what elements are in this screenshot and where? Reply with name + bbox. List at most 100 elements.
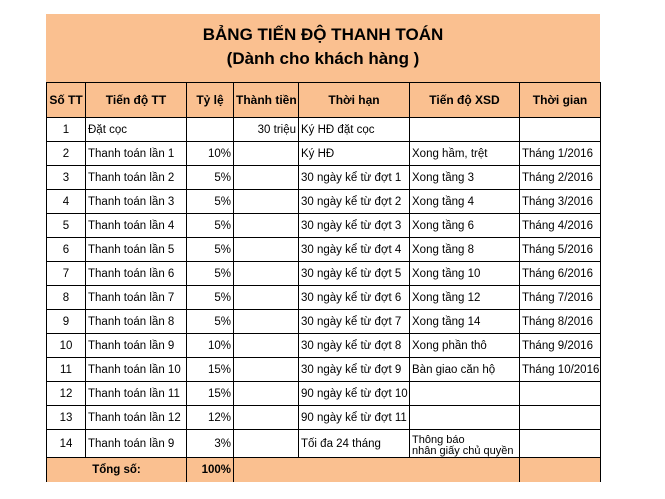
table-row: 6 Thanh toán lần 5 5% 30 ngày kể từ đợt 4 Xo… [46, 237, 601, 262]
table-cell: Ký HĐ đặt cọc [298, 117, 410, 142]
table-cell [409, 381, 520, 406]
table-cell: 11 [46, 357, 86, 382]
table-row: 11 Thanh toán lần 10 15% 30 ngày kể từ đợt … [46, 357, 601, 382]
column-header: Thành tiền [233, 82, 299, 118]
table-cell [519, 457, 601, 482]
column-header: Số TT [46, 82, 86, 118]
table-cell: 30 ngày kể từ đợt 8 [298, 333, 410, 358]
table-cell: 5% [186, 285, 234, 310]
table-cell: 30 ngày kể từ đợt 9 [298, 357, 410, 382]
table-cell: Ký HĐ [298, 141, 410, 166]
table-cell: 30 ngày kể từ đợt 6 [298, 285, 410, 310]
table-cell [233, 429, 299, 458]
table-cell: Thanh toán lần 10 [85, 357, 187, 382]
table-cell [233, 381, 299, 406]
table-cell: Tháng 5/2016 [519, 237, 601, 262]
table-cell: 13 [46, 405, 86, 430]
table-cell: 10% [186, 333, 234, 358]
table-cell: Thanh toán lần 7 [85, 285, 187, 310]
table-cell [233, 309, 299, 334]
table-cell: 5% [186, 309, 234, 334]
table-cell: 8 [46, 285, 86, 310]
table-cell [233, 457, 520, 482]
table-cell: Xong tầng 4 [409, 189, 520, 214]
table-cell [409, 405, 520, 430]
table-cell: 12 [46, 381, 86, 406]
table-cell [233, 333, 299, 358]
table-cell: 14 [46, 429, 86, 458]
table-cell [186, 117, 234, 142]
table-cell: 4 [46, 189, 86, 214]
table-cell: Xong phần thô [409, 333, 520, 358]
table-cell: Tối đa 24 tháng [298, 429, 410, 458]
table-title: BẢNG TIẾN ĐỘ THANH TOÁN (Dành cho khách … [46, 14, 600, 82]
table-cell [519, 405, 601, 430]
column-header: Thời hạn [298, 82, 410, 118]
table-cell [233, 285, 299, 310]
table-row: 4 Thanh toán lần 3 5% 30 ngày kể từ đợt 2 Xo… [46, 189, 601, 214]
table-cell: 10 [46, 333, 86, 358]
table-cell: 12% [186, 405, 234, 430]
table-cell [409, 117, 520, 142]
table-cell [233, 357, 299, 382]
table-cell: 2 [46, 141, 86, 166]
total-row: Tổng số: 100% [46, 457, 601, 482]
table-cell: Tháng 4/2016 [519, 213, 601, 238]
table-row: 2 Thanh toán lần 1 10% Ký HĐ Xong hầm, trệt T… [46, 141, 601, 166]
table-cell: 90 ngày kể từ đợt 11 [298, 405, 410, 430]
table-cell: Tháng 1/2016 [519, 141, 601, 166]
table-cell: 30 ngày kể từ đợt 3 [298, 213, 410, 238]
table-row: 14 Thanh toán lần 9 3% Tối đa 24 tháng Thông… [46, 429, 601, 458]
table-cell: Xong tầng 12 [409, 285, 520, 310]
table-row: 8 Thanh toán lần 7 5% 30 ngày kể từ đợt 6 Xo… [46, 285, 601, 310]
table-cell: Tháng 9/2016 [519, 333, 601, 358]
table-cell: 10% [186, 141, 234, 166]
table-cell [233, 141, 299, 166]
table-row: 9 Thanh toán lần 8 5% 30 ngày kể từ đợt 7 Xo… [46, 309, 601, 334]
table-cell [233, 237, 299, 262]
table-cell: 3 [46, 165, 86, 190]
total-label: Tổng số: [46, 457, 187, 482]
table-cell: Thanh toán lần 3 [85, 189, 187, 214]
table-row: 10 Thanh toán lần 9 10% 30 ngày kể từ đợt 8… [46, 333, 601, 358]
table-cell [233, 165, 299, 190]
table-cell: 90 ngày kể từ đợt 10 [298, 381, 410, 406]
table-cell: Xong tầng 10 [409, 261, 520, 286]
table-cell: Thanh toán lần 1 [85, 141, 187, 166]
table-row: 5 Thanh toán lần 4 5% 30 ngày kể từ đợt 3 Xo… [46, 213, 601, 238]
table-row: 1 Đặt cọc 30 triệu Ký HĐ đặt cọc [46, 117, 601, 142]
total-value: 100% [186, 457, 234, 482]
table-cell: 5% [186, 237, 234, 262]
table-cell: Xong tầng 6 [409, 213, 520, 238]
table-cell: Tháng 7/2016 [519, 285, 601, 310]
table-cell: 30 ngày kể từ đợt 2 [298, 189, 410, 214]
table-cell: Xong tầng 3 [409, 165, 520, 190]
table-cell [233, 405, 299, 430]
table-cell: 30 ngày kể từ đợt 1 [298, 165, 410, 190]
table-cell: Tháng 10/2016 [519, 357, 601, 382]
table-cell: 1 [46, 117, 86, 142]
table-cell: 5% [186, 261, 234, 286]
table-cell: Đặt cọc [85, 117, 187, 142]
table-cell: Thanh toán lần 11 [85, 381, 187, 406]
table-cell: 30 ngày kể từ đợt 4 [298, 237, 410, 262]
table-row: 12 Thanh toán lần 11 15% 90 ngày kể từ đợt … [46, 381, 601, 406]
table-cell [519, 429, 601, 458]
table-cell [233, 189, 299, 214]
table-cell: Tháng 2/2016 [519, 165, 601, 190]
table-cell: Thanh toán lần 2 [85, 165, 187, 190]
table-cell: 5% [186, 213, 234, 238]
column-header: Thời gian [519, 82, 601, 118]
table-cell: Thông báo nhân giấy chủ quyền [409, 429, 520, 458]
payment-schedule-table: Số TT Tiến độ TT Tỷ lệ Thành tiền Thời hạn Ti… [46, 82, 601, 482]
table-cell: 6 [46, 237, 86, 262]
table-cell: 5% [186, 189, 234, 214]
table-cell: Thanh toán lần 9 [85, 333, 187, 358]
title-line-1: BẢNG TIẾN ĐỘ THANH TOÁN [202, 25, 444, 44]
table-cell: Xong tầng 14 [409, 309, 520, 334]
table-cell: 7 [46, 261, 86, 286]
table-cell: Tháng 6/2016 [519, 261, 601, 286]
table-cell: 5 [46, 213, 86, 238]
table-cell: 30 ngày kể từ đợt 5 [298, 261, 410, 286]
table-cell [233, 261, 299, 286]
